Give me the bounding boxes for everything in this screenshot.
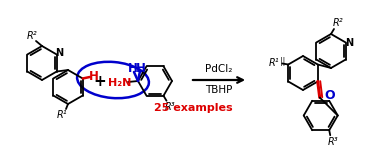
Text: N: N bbox=[345, 37, 353, 47]
Text: ||: || bbox=[280, 57, 285, 66]
Text: R²: R² bbox=[333, 18, 343, 28]
Text: +: + bbox=[94, 74, 106, 89]
Text: O: O bbox=[324, 89, 335, 102]
Text: R¹: R¹ bbox=[269, 58, 280, 67]
Text: 25 examples: 25 examples bbox=[154, 103, 232, 113]
Text: N: N bbox=[55, 49, 63, 59]
Text: H₂N: H₂N bbox=[108, 78, 132, 88]
Text: TBHP: TBHP bbox=[205, 85, 233, 95]
Text: R²: R² bbox=[27, 31, 37, 41]
Text: H: H bbox=[136, 61, 146, 74]
Text: H: H bbox=[89, 70, 99, 83]
Text: R³: R³ bbox=[165, 102, 176, 112]
Text: R³: R³ bbox=[328, 137, 339, 147]
Text: R¹: R¹ bbox=[57, 110, 67, 120]
Text: H: H bbox=[128, 62, 138, 75]
Text: PdCl₂: PdCl₂ bbox=[205, 64, 233, 74]
